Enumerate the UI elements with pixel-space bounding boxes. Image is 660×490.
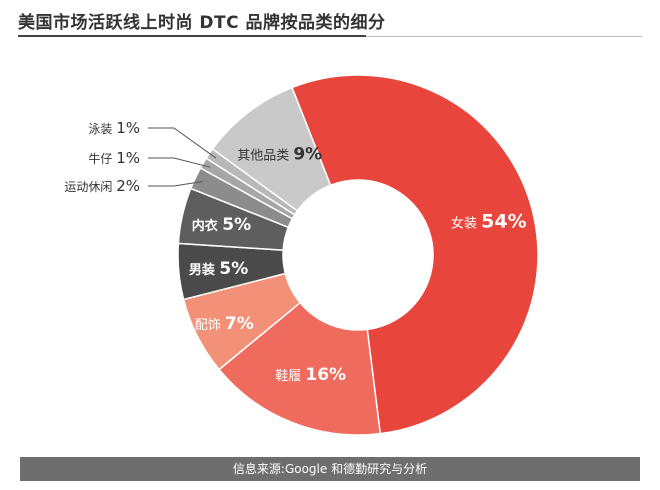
source-footer: 信息来源:Google 和德勤研究与分析 <box>20 457 640 481</box>
category-value: 9% <box>293 145 322 165</box>
category-value: 1% <box>116 149 140 167</box>
category-value: 7% <box>225 314 254 334</box>
category-name: 男装 <box>189 262 220 278</box>
leader-line-牛仔 <box>148 157 211 168</box>
category-name: 泳装 <box>88 122 116 136</box>
category-name: 鞋履 <box>275 368 305 384</box>
slice-label-内衣: 内衣 5% <box>192 215 251 235</box>
category-value: 5% <box>222 215 251 235</box>
category-name: 运动休闲 <box>64 180 116 194</box>
slice-女装 <box>291 74 539 435</box>
category-name: 女装 <box>451 216 481 232</box>
category-name: 其他品类 <box>237 149 293 164</box>
category-name: 配饰 <box>195 318 225 333</box>
slice-label-鞋履: 鞋履 16% <box>275 365 346 385</box>
category-name: 牛仔 <box>88 151 116 166</box>
leader-line-泳装 <box>148 127 217 159</box>
category-value: 1% <box>116 119 140 137</box>
category-value: 5% <box>219 259 248 279</box>
category-value: 16% <box>305 365 346 385</box>
category-value: 2% <box>116 177 140 195</box>
slice-label-牛仔: 牛仔 1% <box>88 149 140 167</box>
slice-其他品类 <box>211 86 332 212</box>
chart-title: 美国市场活跃线上时尚 DTC 品牌按品类的细分 <box>18 13 386 33</box>
slice-label-男装: 男装 5% <box>189 259 248 279</box>
slice-鞋履 <box>218 301 382 436</box>
leader-lines <box>148 127 217 187</box>
slice-label-运动休闲: 运动休闲 2% <box>64 177 140 195</box>
category-name: 内衣 <box>192 218 223 234</box>
slice-label-女装: 女装 54% <box>451 211 527 233</box>
title-underline-accent <box>18 35 366 37</box>
slice-label-其他品类: 其他品类 9% <box>237 145 322 165</box>
slice-label-配饰: 配饰 7% <box>195 314 254 334</box>
donut-slices <box>177 74 539 436</box>
leader-line-运动休闲 <box>148 181 203 187</box>
slice-labels: 女装 54%鞋履 16%配饰 7%男装 5%内衣 5%运动休闲 2%牛仔 1%泳… <box>64 119 526 385</box>
category-value: 54% <box>481 211 526 233</box>
slice-label-泳装: 泳装 1% <box>88 119 140 137</box>
